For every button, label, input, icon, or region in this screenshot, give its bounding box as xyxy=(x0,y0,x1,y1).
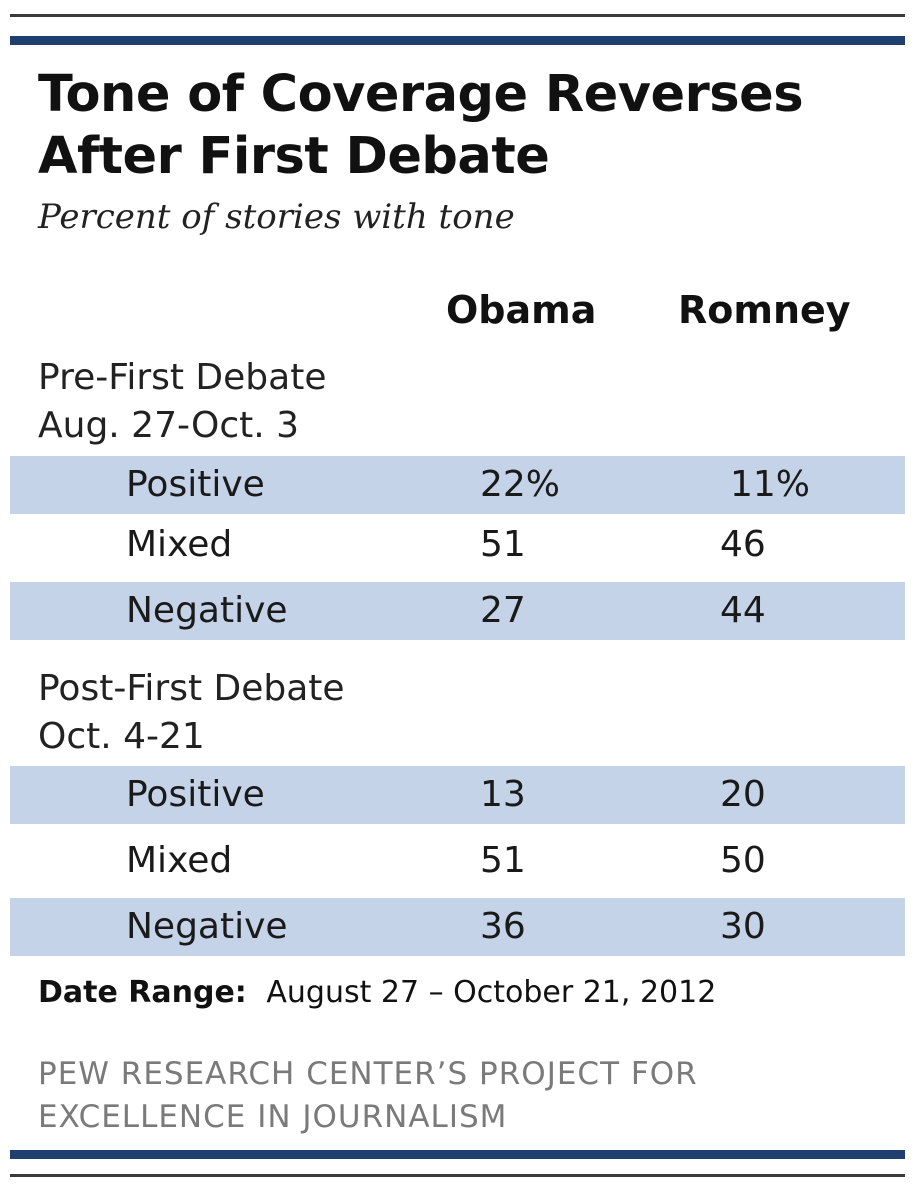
table-row: Mixed 51 46 xyxy=(10,516,905,574)
section-label-line-1: Post-First Debate xyxy=(38,668,345,709)
column-header-romney: Romney xyxy=(678,288,851,332)
obama-value: 13 xyxy=(480,774,526,815)
section-label-line-1: Pre-First Debate xyxy=(38,357,327,398)
romney-value: 20 xyxy=(720,774,766,815)
date-range-key: Date Range: xyxy=(38,975,247,1010)
table-row: Mixed 51 50 xyxy=(10,832,905,890)
romney-value: 44 xyxy=(720,590,766,631)
row-label: Positive xyxy=(126,464,265,505)
source-note: PEW RESEARCH CENTER’S PROJECT FOR EXCELL… xyxy=(38,1053,698,1139)
section-label-pre-debate: Pre-First Debate Aug. 27-Oct. 3 xyxy=(38,354,326,450)
romney-value: 11% xyxy=(730,464,811,505)
table-row: Negative 27 44 xyxy=(10,582,905,640)
chart-title: Tone of Coverage Reverses After First De… xyxy=(38,64,898,188)
section-label-post-debate: Post-First Debate Oct. 4-21 xyxy=(38,665,345,761)
date-range-note: Date Range: August 27 – October 21, 2012 xyxy=(38,975,716,1010)
row-label: Mixed xyxy=(126,840,233,881)
source-line-2: EXCELLENCE IN JOURNALISM xyxy=(38,1099,508,1135)
section-label-line-2: Aug. 27-Oct. 3 xyxy=(38,405,300,446)
obama-value: 51 xyxy=(480,524,526,565)
top-thin-rule xyxy=(10,14,905,17)
bottom-thick-rule xyxy=(10,1150,905,1159)
romney-value: 50 xyxy=(720,840,766,881)
obama-value: 36 xyxy=(480,906,526,947)
romney-value: 46 xyxy=(720,524,766,565)
row-label: Negative xyxy=(126,906,288,947)
title-line-2: After First Debate xyxy=(38,127,550,186)
table-row: Positive 22% 11% xyxy=(10,456,905,514)
title-line-1: Tone of Coverage Reverses xyxy=(38,65,804,124)
table-row: Negative 36 30 xyxy=(10,898,905,956)
table-row: Positive 13 20 xyxy=(10,766,905,824)
column-header-obama: Obama xyxy=(446,288,597,332)
section-label-line-2: Oct. 4-21 xyxy=(38,716,205,757)
top-thick-rule xyxy=(10,36,905,45)
row-label: Negative xyxy=(126,590,288,631)
bottom-thin-rule xyxy=(10,1174,905,1177)
row-label: Mixed xyxy=(126,524,233,565)
obama-value: 51 xyxy=(480,840,526,881)
source-line-1: PEW RESEARCH CENTER’S PROJECT FOR xyxy=(38,1056,698,1092)
row-label: Positive xyxy=(126,774,265,815)
obama-value: 27 xyxy=(480,590,526,631)
obama-value: 22% xyxy=(480,464,561,505)
chart-subtitle: Percent of stories with tone xyxy=(38,197,515,237)
romney-value: 30 xyxy=(720,906,766,947)
date-range-value: August 27 – October 21, 2012 xyxy=(266,975,717,1010)
